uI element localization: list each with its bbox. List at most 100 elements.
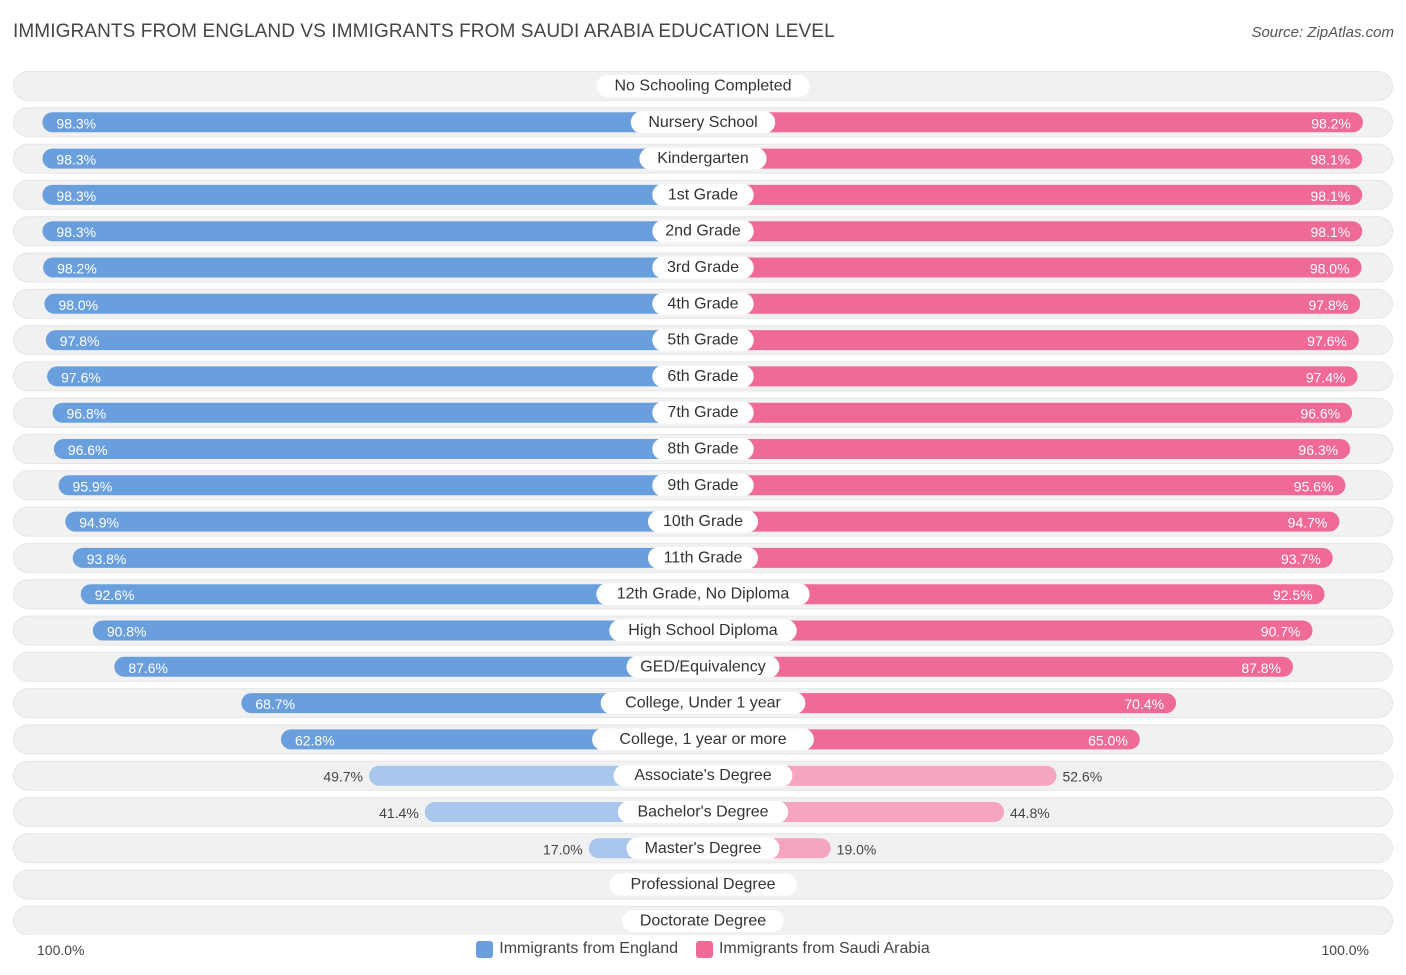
value-label-england: 98.3% [56, 188, 96, 204]
category-pill [626, 655, 780, 678]
bar-saudi [703, 547, 1333, 568]
category-pill [652, 474, 754, 497]
legend-label-saudi: Immigrants from Saudi Arabia [718, 940, 930, 957]
category-pill [639, 147, 767, 170]
bar-england [44, 293, 703, 314]
value-label-england: 98.0% [58, 297, 98, 313]
category-pill [652, 438, 754, 460]
bar-england [53, 439, 703, 459]
category-label: Nursery School [648, 114, 757, 131]
category-label: No Schooling Completed [615, 78, 792, 95]
value-label-england: 93.8% [87, 551, 127, 567]
chart-area: 1.7%1.9%No Schooling Completed98.3%98.2%… [13, 71, 1393, 935]
axis-right-label: 100.0% [1321, 942, 1369, 958]
category-label: 6th Grade [667, 368, 738, 385]
legend-item-saudi[interactable]: Immigrants from Saudi Arabia [695, 940, 930, 958]
bar-saudi [703, 148, 1363, 169]
bar-saudi [703, 221, 1363, 242]
value-label-saudi: 98.0% [1310, 261, 1350, 277]
value-label-saudi: 93.7% [1281, 551, 1321, 567]
bar-saudi [703, 330, 1359, 351]
value-label-saudi: 94.7% [1288, 515, 1328, 531]
category-pill [630, 111, 776, 134]
value-label-england: 98.3% [56, 152, 96, 168]
category-label: College, 1 year or more [619, 731, 786, 748]
bar-england [42, 112, 703, 133]
bar-saudi [703, 584, 1325, 605]
value-label-england: 62.8% [295, 732, 335, 748]
value-label-england: 98.3% [56, 115, 96, 131]
bar-england [65, 511, 704, 532]
bar-saudi [703, 511, 1340, 532]
category-pill [652, 292, 754, 315]
legend: Immigrants from England Immigrants from … [0, 940, 1406, 958]
category-pill [652, 401, 754, 424]
value-label-saudi: 98.1% [1311, 152, 1351, 168]
value-label-saudi: 97.8% [1309, 297, 1349, 313]
value-label-england: 90.8% [107, 624, 147, 640]
value-label-england: 98.3% [56, 224, 96, 240]
bar-england [42, 184, 703, 205]
value-label-england: 41.4% [379, 805, 419, 821]
category-pill [596, 75, 810, 97]
value-label-england: 97.8% [60, 333, 100, 349]
bar-england [45, 330, 704, 351]
bar-england [43, 257, 703, 278]
category-pill [652, 220, 754, 243]
value-label-saudi: 87.8% [1241, 660, 1281, 676]
category-pill [592, 728, 814, 751]
value-label-england: 96.6% [68, 442, 108, 458]
category-label: 7th Grade [667, 404, 738, 421]
bar-england [58, 475, 703, 496]
bar-england [241, 693, 703, 714]
category-label: Bachelor's Degree [637, 804, 768, 821]
category-pill [626, 837, 780, 860]
bar-saudi [703, 439, 1351, 459]
category-pill [600, 692, 806, 715]
category-pill [652, 329, 754, 352]
category-pill [613, 764, 793, 787]
category-label: 2nd Grade [665, 223, 741, 240]
value-label-saudi: 97.4% [1306, 369, 1346, 385]
value-label-england: 68.7% [255, 696, 295, 712]
category-label: College, Under 1 year [625, 695, 781, 712]
value-label-saudi: 98.1% [1311, 188, 1351, 204]
category-label: 11th Grade [664, 549, 743, 566]
category-label: 5th Grade [667, 332, 738, 349]
category-label: Master's Degree [645, 840, 762, 857]
legend-item-england[interactable]: Immigrants from England [476, 940, 678, 958]
value-label-saudi: 98.1% [1311, 224, 1351, 240]
bar-england [42, 221, 703, 242]
value-label-england: 17.0% [543, 841, 583, 857]
axis-left-label: 100.0% [37, 942, 85, 958]
category-label: Kindergarten [657, 150, 749, 167]
bar-saudi [703, 112, 1363, 133]
bar-saudi [703, 257, 1362, 278]
category-pill [609, 873, 797, 896]
bar-england [52, 402, 703, 423]
bar-saudi [703, 366, 1358, 387]
value-label-saudi: 90.7% [1261, 624, 1301, 640]
bar-saudi [703, 656, 1294, 677]
bar-saudi [703, 620, 1313, 641]
bar-saudi [703, 765, 1057, 786]
category-label: 1st Grade [668, 186, 738, 203]
bar-saudi [703, 293, 1361, 314]
category-label: 8th Grade [667, 441, 738, 458]
value-label-saudi: 44.8% [1010, 805, 1050, 821]
legend-label-england: Immigrants from England [499, 940, 678, 957]
value-label-saudi: 96.3% [1298, 442, 1338, 458]
category-pill [596, 583, 810, 606]
category-pill [648, 546, 758, 569]
value-label-england: 97.6% [61, 369, 101, 385]
category-label: GED/Equivalency [640, 658, 765, 675]
category-label: Doctorate Degree [640, 912, 766, 929]
category-pill [652, 183, 754, 206]
category-label: 9th Grade [667, 477, 738, 494]
source-label: Source: ZipAtlas.com [1251, 24, 1394, 41]
value-label-saudi: 97.6% [1307, 333, 1347, 349]
chart-title: IMMIGRANTS FROM ENGLAND VS IMMIGRANTS FR… [13, 21, 835, 42]
value-label-saudi: 70.4% [1124, 696, 1164, 712]
value-label-england: 92.6% [95, 587, 135, 603]
category-label: 12th Grade, No Diploma [617, 586, 790, 603]
